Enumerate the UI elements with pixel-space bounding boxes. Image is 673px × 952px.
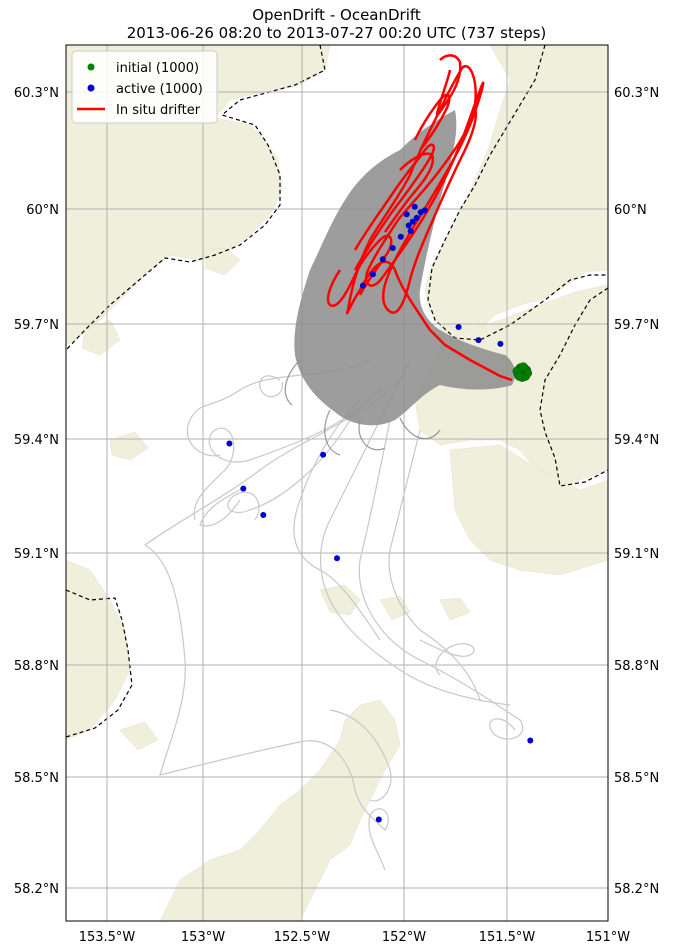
lon-label: 152°W bbox=[382, 930, 426, 945]
land-island-6 bbox=[439, 597, 471, 621]
trajectory-dense-2 bbox=[358, 419, 386, 451]
lon-label: 152.5°W bbox=[274, 930, 331, 945]
lat-label-right: 58.8°N bbox=[614, 659, 659, 674]
trajectory-cloud bbox=[294, 110, 516, 426]
active-particle bbox=[403, 211, 410, 218]
lat-label-right: 59.1°N bbox=[614, 547, 659, 562]
land-barren-islands bbox=[319, 584, 361, 616]
active-particle bbox=[411, 203, 418, 210]
active-particle bbox=[455, 324, 462, 330]
border-east-lower bbox=[539, 287, 608, 487]
lat-labels-left: 60.3°N 60°N 59.7°N 59.4°N 59.1°N 58.8°N … bbox=[14, 86, 59, 897]
legend-active-marker bbox=[87, 84, 95, 92]
lat-labels-right: 60.3°N 60°N 59.7°N 59.4°N 59.1°N 58.8°N … bbox=[614, 86, 659, 897]
lat-label-left: 58.8°N bbox=[14, 659, 59, 674]
lat-label-right: 59.7°N bbox=[614, 318, 659, 333]
active-particle bbox=[405, 222, 412, 229]
lon-labels: 153.5°W 153°W 152.5°W 152°W 151.5°W 151°… bbox=[79, 930, 631, 945]
lat-label-right: 58.5°N bbox=[614, 771, 659, 786]
active-particle bbox=[409, 218, 416, 225]
active-particle bbox=[375, 816, 382, 823]
active-particle bbox=[421, 207, 428, 214]
active-particle bbox=[475, 337, 482, 344]
initial-particle bbox=[518, 362, 529, 372]
trajectory-light-8 bbox=[329, 709, 392, 802]
map-area bbox=[66, 45, 608, 921]
legend: initial (1000) active (1000) In situ dri… bbox=[71, 50, 218, 124]
trajectory-light-2 bbox=[193, 389, 381, 521]
drifter-path-loops-4 bbox=[413, 93, 451, 151]
drifter-path-loops-1 bbox=[326, 234, 393, 307]
lat-label-right: 60°N bbox=[614, 203, 647, 218]
trajectory-light-11 bbox=[259, 375, 283, 398]
active-particle bbox=[379, 256, 386, 263]
trajectory-light-7 bbox=[299, 740, 389, 871]
active-particle bbox=[369, 271, 376, 278]
trajectories-light bbox=[143, 359, 524, 871]
active-particle bbox=[389, 245, 396, 251]
border-northeast bbox=[427, 45, 608, 341]
border-northwest bbox=[66, 45, 326, 351]
land-island-2 bbox=[81, 319, 121, 356]
trajectory-dense-1 bbox=[324, 409, 341, 456]
lon-label: 153°W bbox=[181, 930, 225, 945]
initial-particles bbox=[512, 362, 533, 382]
lat-label-left: 58.5°N bbox=[14, 771, 59, 786]
trajectory-light-10 bbox=[320, 359, 511, 706]
trajectories-dense bbox=[284, 110, 516, 456]
legend-box bbox=[71, 50, 218, 124]
chart-title: OpenDrift - OceanDrift bbox=[252, 6, 421, 24]
admin-borders bbox=[66, 45, 608, 738]
lat-label-left: 59.1°N bbox=[14, 547, 59, 562]
land-east-lower bbox=[449, 444, 608, 576]
land-southwest bbox=[66, 559, 131, 741]
trajectory-dense-4 bbox=[284, 359, 301, 406]
legend-initial-label: initial (1000) bbox=[116, 61, 199, 76]
lat-label-right: 59.4°N bbox=[614, 433, 659, 448]
axes-frame bbox=[65, 44, 609, 922]
trajectory-light-5 bbox=[388, 429, 481, 701]
active-particle bbox=[527, 737, 534, 744]
active-particle bbox=[413, 214, 420, 221]
legend-drifter-label: In situ drifter bbox=[116, 103, 201, 118]
lon-label: 151.5°W bbox=[479, 930, 536, 945]
lon-label: 153.5°W bbox=[79, 930, 136, 945]
active-particle bbox=[359, 282, 366, 289]
lat-label-left: 60.3°N bbox=[14, 86, 59, 101]
trajectory-light-13 bbox=[419, 639, 475, 676]
grid bbox=[66, 45, 608, 921]
lat-label-left: 60°N bbox=[26, 203, 59, 218]
lon-label: 151°W bbox=[586, 930, 630, 945]
trajectory-light-4 bbox=[358, 419, 524, 740]
lat-label-right: 60.3°N bbox=[614, 86, 659, 101]
drifter-path-loops-5 bbox=[383, 152, 435, 233]
trajectory-light-6 bbox=[227, 419, 351, 521]
active-particle bbox=[497, 340, 504, 347]
land-island-5 bbox=[379, 595, 411, 621]
active-particle bbox=[407, 228, 414, 235]
initial-particle bbox=[514, 371, 525, 381]
active-particle bbox=[397, 233, 404, 240]
active-particle bbox=[226, 440, 233, 447]
legend-active-label: active (1000) bbox=[116, 82, 203, 97]
trajectory-light-3 bbox=[293, 399, 381, 641]
drifter-path-loops-2 bbox=[353, 143, 436, 271]
legend-initial-marker bbox=[87, 63, 95, 71]
drifter-track bbox=[326, 54, 513, 382]
lat-label-left: 59.4°N bbox=[14, 433, 59, 448]
trajectory-light-1 bbox=[143, 379, 401, 776]
lat-label-right: 58.2°N bbox=[614, 882, 659, 897]
trajectory-dense-3 bbox=[399, 417, 441, 440]
lat-label-left: 59.7°N bbox=[14, 318, 59, 333]
active-particle bbox=[260, 512, 267, 518]
chart-subtitle: 2013-06-26 08:20 to 2013-07-27 00:20 UTC… bbox=[126, 24, 547, 42]
land-island-4 bbox=[119, 721, 159, 751]
trajectory-light-12 bbox=[199, 489, 241, 527]
lat-label-left: 58.2°N bbox=[14, 882, 59, 897]
active-particle bbox=[320, 451, 327, 458]
active-particle bbox=[240, 485, 247, 492]
active-particle bbox=[334, 555, 340, 562]
active-particles bbox=[226, 203, 534, 823]
